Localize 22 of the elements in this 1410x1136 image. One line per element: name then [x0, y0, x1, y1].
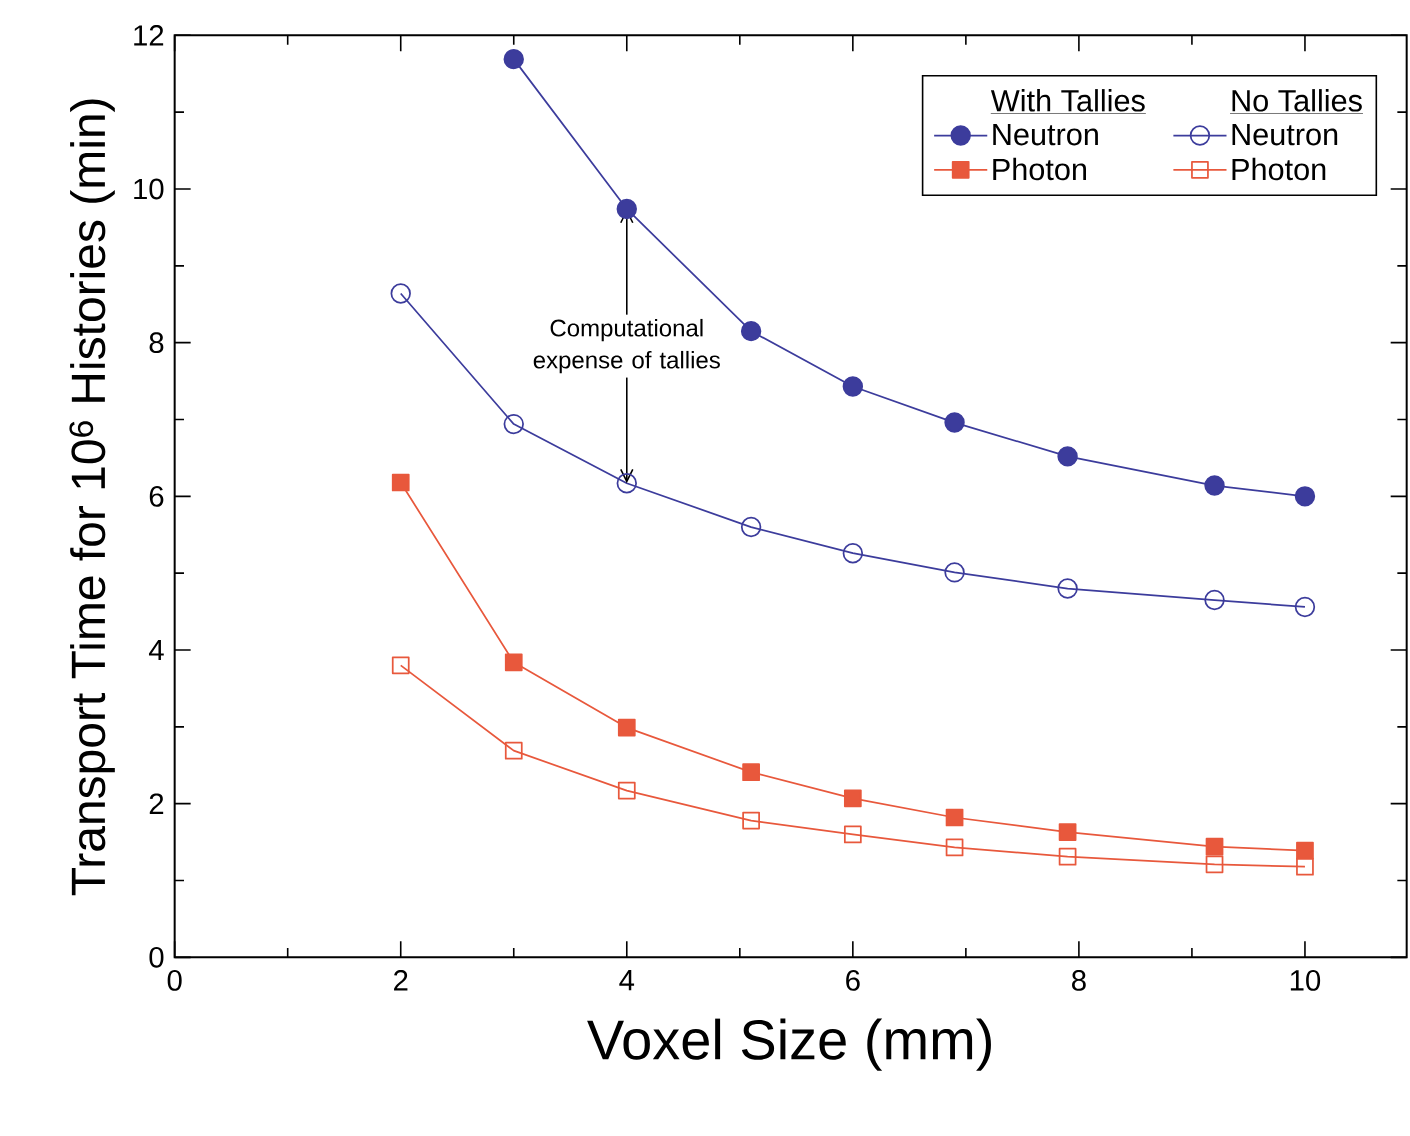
- y-tick-label: 0: [149, 946, 164, 968]
- x-tick-label: 6: [846, 970, 860, 991]
- legend-label: Photon: [993, 157, 1086, 181]
- legend-label: Photon: [1232, 157, 1326, 181]
- x-tick-label: 2: [394, 970, 408, 991]
- x-tick-label: 4: [619, 970, 635, 991]
- annotation: No Tallies: [1232, 89, 1362, 112]
- x-tick-label: 0: [167, 970, 182, 991]
- y-tick-label: 12: [134, 25, 164, 46]
- x-tick-label: 10: [1290, 970, 1321, 991]
- x-tick-label: 8: [1072, 970, 1086, 991]
- y-axis-title: Transport Time for 10$^{6}$ Histories (min): [69, 99, 115, 896]
- y-tick-label: 8: [149, 332, 164, 354]
- y-tick-label: 4: [148, 639, 164, 661]
- y-tick-label: 2: [149, 793, 164, 814]
- y-tick-label: 6: [149, 485, 164, 507]
- annotation: With Tallies: [990, 89, 1145, 112]
- legend-label: Neutron: [1232, 123, 1338, 146]
- x-axis-title: Voxel Size (mm): [587, 1018, 991, 1071]
- legend-label: Neutron: [993, 123, 1098, 146]
- annotation: Computational expense of tallies: [533, 318, 720, 374]
- y-tick-label: 10: [134, 178, 164, 200]
